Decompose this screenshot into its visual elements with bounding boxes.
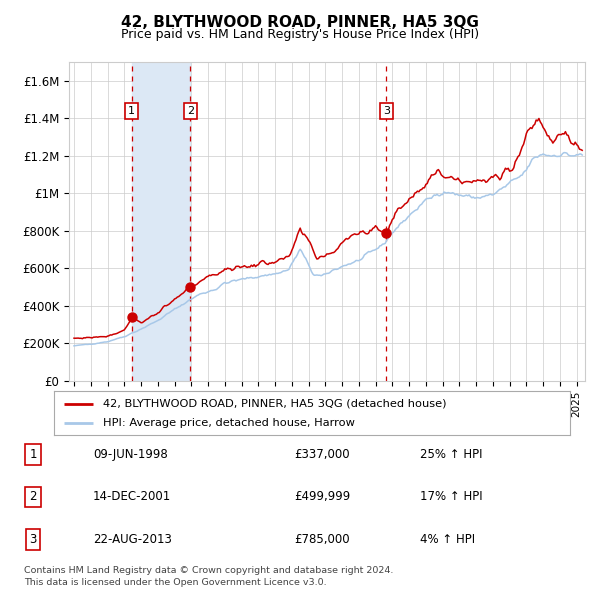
Text: £337,000: £337,000: [294, 448, 350, 461]
Text: 1: 1: [29, 448, 37, 461]
Text: 09-JUN-1998: 09-JUN-1998: [93, 448, 168, 461]
Text: 42, BLYTHWOOD ROAD, PINNER, HA5 3QG (detached house): 42, BLYTHWOOD ROAD, PINNER, HA5 3QG (det…: [103, 399, 446, 408]
Text: This data is licensed under the Open Government Licence v3.0.: This data is licensed under the Open Gov…: [24, 578, 326, 587]
Text: 3: 3: [383, 106, 390, 116]
Text: £785,000: £785,000: [294, 533, 350, 546]
Text: HPI: Average price, detached house, Harrow: HPI: Average price, detached house, Harr…: [103, 418, 355, 428]
Text: 3: 3: [29, 533, 37, 546]
Text: Contains HM Land Registry data © Crown copyright and database right 2024.: Contains HM Land Registry data © Crown c…: [24, 566, 394, 575]
Text: 2: 2: [187, 106, 194, 116]
Text: 14-DEC-2001: 14-DEC-2001: [93, 490, 171, 503]
Text: 1: 1: [128, 106, 135, 116]
Text: 17% ↑ HPI: 17% ↑ HPI: [420, 490, 482, 503]
Text: £499,999: £499,999: [294, 490, 350, 503]
Text: 42, BLYTHWOOD ROAD, PINNER, HA5 3QG: 42, BLYTHWOOD ROAD, PINNER, HA5 3QG: [121, 15, 479, 30]
Bar: [131, 62, 190, 381]
Text: 25% ↑ HPI: 25% ↑ HPI: [420, 448, 482, 461]
Text: 22-AUG-2013: 22-AUG-2013: [93, 533, 172, 546]
Text: 2: 2: [29, 490, 37, 503]
Text: Price paid vs. HM Land Registry's House Price Index (HPI): Price paid vs. HM Land Registry's House …: [121, 28, 479, 41]
Text: 4% ↑ HPI: 4% ↑ HPI: [420, 533, 475, 546]
